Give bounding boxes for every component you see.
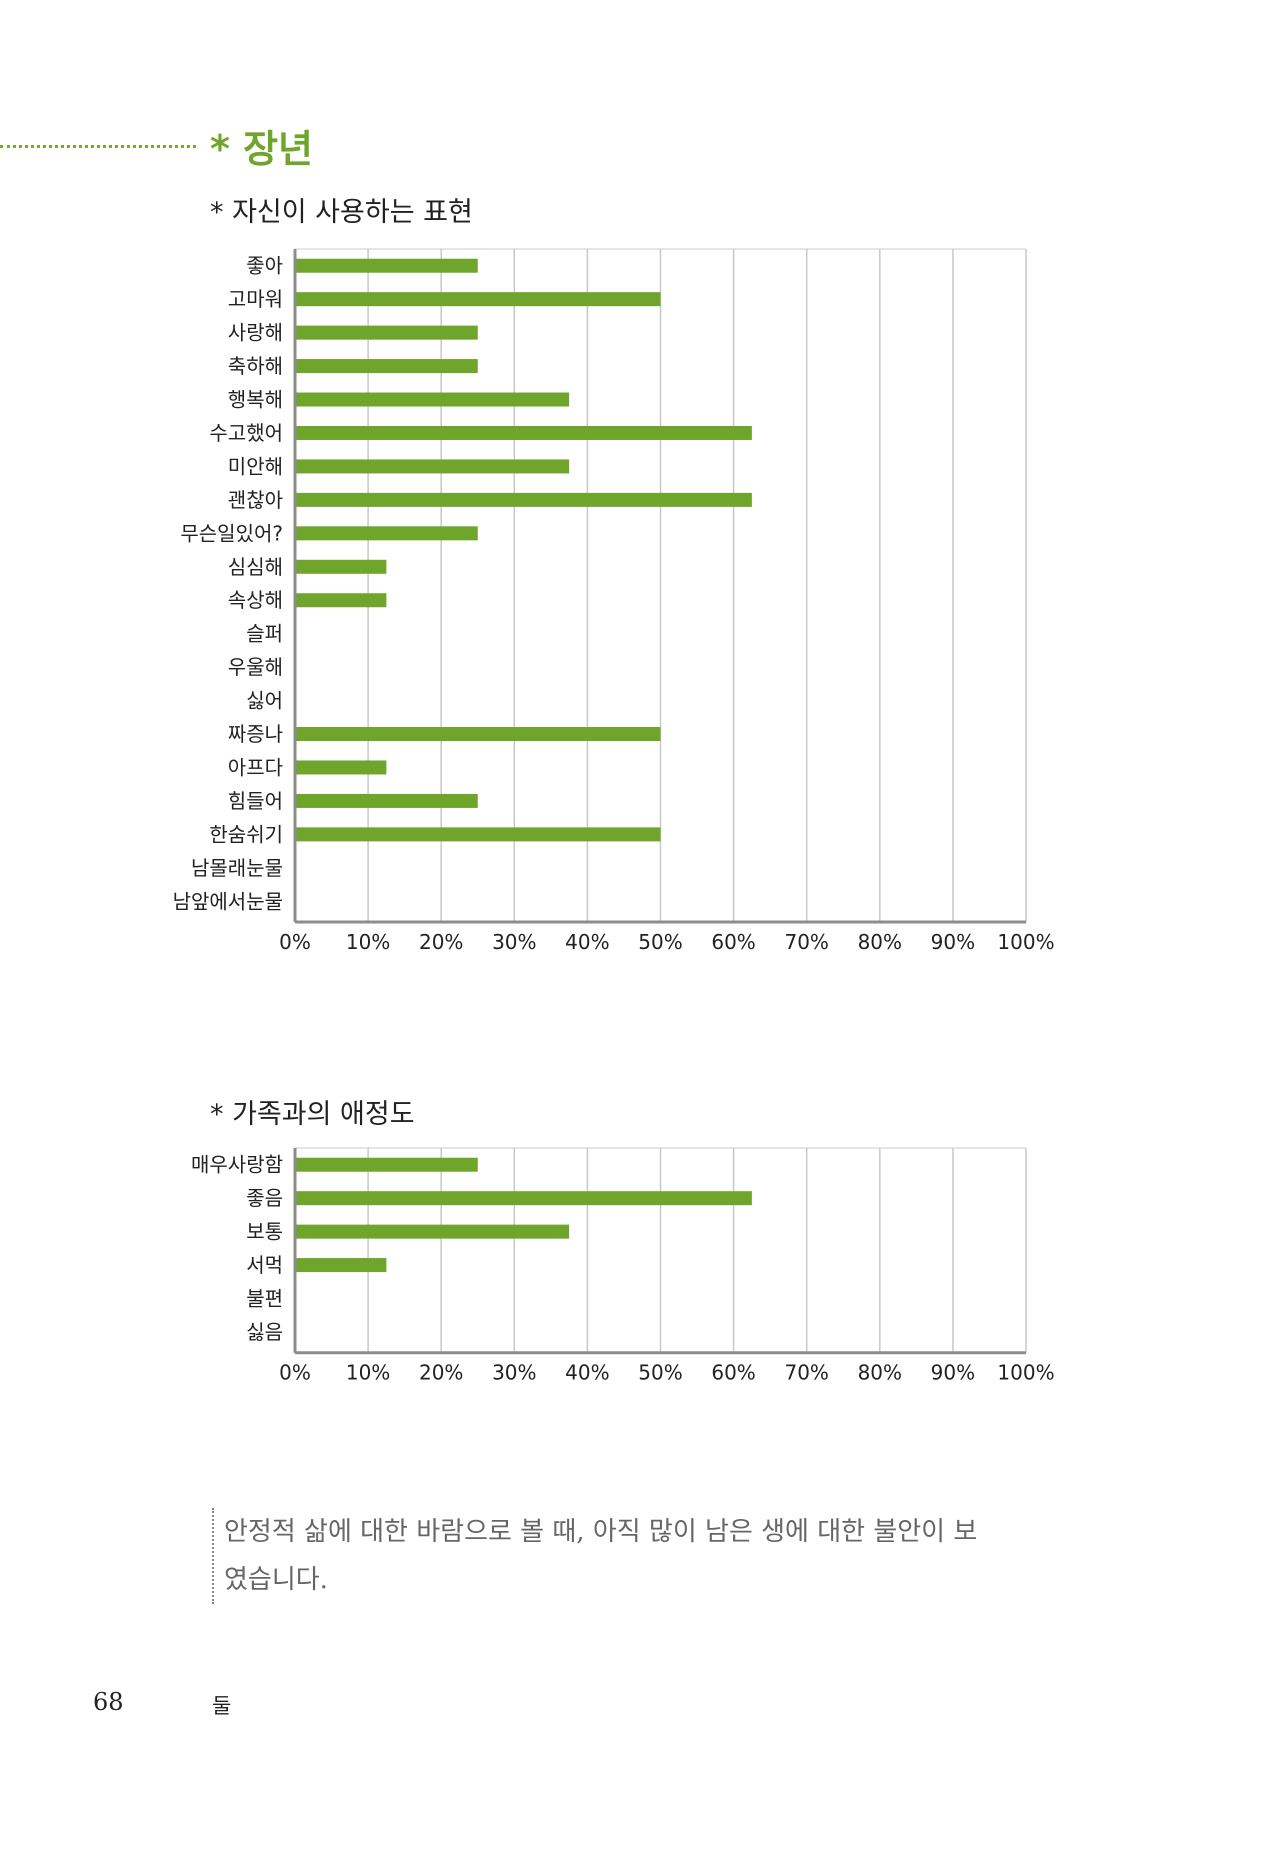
category-label-11: 슬퍼 <box>246 622 283 646</box>
x-tick-label-0: 0% <box>279 1361 311 1385</box>
bar-5 <box>295 425 752 440</box>
x-tick-label-5: 50% <box>638 930 682 954</box>
bar-1 <box>295 1191 752 1206</box>
category-label-3: 축하해 <box>228 354 283 378</box>
x-tick-label-10: 100% <box>997 1361 1054 1385</box>
x-tick-label-2: 20% <box>419 1361 463 1385</box>
category-label-13: 싫어 <box>246 689 283 713</box>
category-label-1: 고마워 <box>228 287 283 311</box>
category-label-2: 보통 <box>246 1220 283 1244</box>
category-label-9: 심심해 <box>228 555 283 579</box>
note: 안정적 삶에 대한 바람으로 볼 때, 아직 많이 남은 생에 대한 불안이 보… <box>212 1508 1044 1604</box>
x-tick-label-9: 90% <box>931 930 975 954</box>
category-label-18: 남몰래눈물 <box>191 856 283 880</box>
category-label-4: 행복해 <box>228 388 283 412</box>
bar-14 <box>295 727 661 742</box>
category-label-19: 남앞에서눈물 <box>173 889 283 913</box>
note-line-1: 안정적 삶에 대한 바람으로 볼 때, 아직 많이 남은 생에 대한 불안이 보 <box>224 1517 978 1547</box>
x-tick-label-8: 80% <box>858 930 902 954</box>
category-label-8: 무슨일있어? <box>180 521 283 545</box>
category-label-4: 불편 <box>246 1287 283 1311</box>
category-label-17: 한숨쉬기 <box>209 822 283 846</box>
x-tick-label-2: 20% <box>419 930 463 954</box>
page-number: 68 <box>93 1688 124 1716</box>
bar-9 <box>295 559 387 574</box>
x-tick-label-6: 60% <box>711 1361 755 1385</box>
x-tick-label-7: 70% <box>784 1361 828 1385</box>
bar-2 <box>295 325 478 340</box>
category-label-5: 싫음 <box>246 1320 283 1344</box>
x-tick-label-1: 10% <box>346 930 390 954</box>
category-label-3: 서먹 <box>246 1253 283 1277</box>
x-tick-label-8: 80% <box>858 1361 902 1385</box>
bar-3 <box>295 1258 387 1273</box>
bar-3 <box>295 359 478 374</box>
bar-2 <box>295 1224 570 1239</box>
x-tick-label-9: 90% <box>931 1361 975 1385</box>
page-section: 둘 <box>212 1694 232 1718</box>
category-label-10: 속상해 <box>228 588 283 612</box>
x-tick-label-0: 0% <box>279 930 311 954</box>
bar-17 <box>295 827 661 842</box>
x-tick-label-4: 40% <box>565 1361 609 1385</box>
bar-4 <box>295 392 570 407</box>
note-line-2: 였습니다. <box>224 1565 328 1595</box>
category-label-5: 수고했어 <box>209 421 283 445</box>
bar-0 <box>295 1157 478 1172</box>
category-label-14: 짜증나 <box>228 722 283 746</box>
section-title: * 장년 <box>210 127 314 171</box>
x-tick-label-3: 30% <box>492 930 536 954</box>
x-tick-label-10: 100% <box>997 930 1054 954</box>
bar-16 <box>295 793 478 808</box>
x-tick-label-6: 60% <box>711 930 755 954</box>
bar-8 <box>295 526 478 541</box>
bar-10 <box>295 593 387 608</box>
x-tick-label-5: 50% <box>638 1361 682 1385</box>
category-label-2: 사랑해 <box>228 321 283 345</box>
category-label-7: 괜찮아 <box>228 488 283 512</box>
chart2-heading: * 가족과의 애정도 <box>210 1099 415 1130</box>
bar-1 <box>295 292 661 307</box>
bar-0 <box>295 258 478 273</box>
bar-15 <box>295 760 387 775</box>
x-tick-label-7: 70% <box>784 930 828 954</box>
category-label-12: 우울해 <box>228 655 283 679</box>
category-label-0: 좋아 <box>246 254 283 278</box>
chart1-heading: * 자신이 사용하는 표현 <box>210 197 473 228</box>
category-label-6: 미안해 <box>228 454 283 478</box>
dotted-rule <box>0 145 196 148</box>
category-label-1: 좋음 <box>246 1186 283 1210</box>
category-label-0: 매우사랑함 <box>191 1153 283 1177</box>
category-label-15: 아프다 <box>228 755 283 779</box>
bar-6 <box>295 459 570 474</box>
x-tick-label-4: 40% <box>565 930 609 954</box>
category-label-16: 힘들어 <box>228 789 283 813</box>
x-tick-label-3: 30% <box>492 1361 536 1385</box>
bar-7 <box>295 492 752 507</box>
x-tick-label-1: 10% <box>346 1361 390 1385</box>
